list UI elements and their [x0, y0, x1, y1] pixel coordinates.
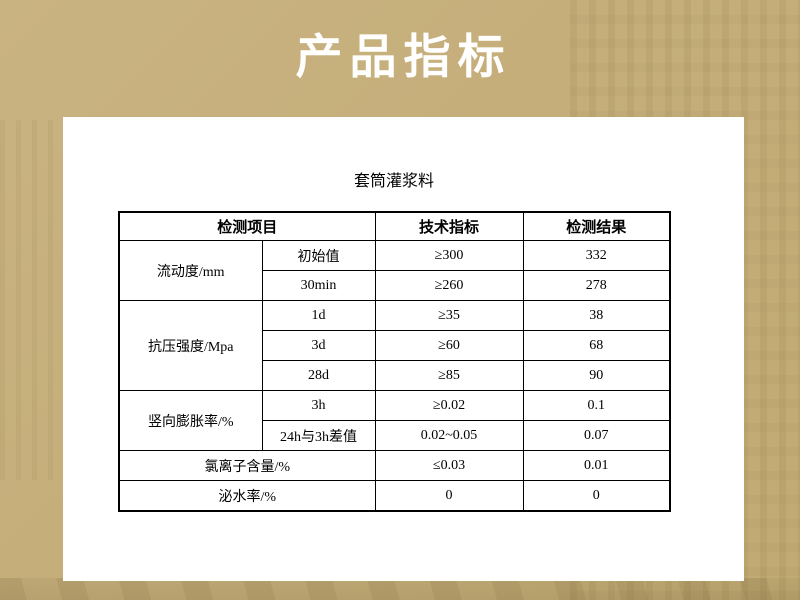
cell-spec: ≥35 — [374, 300, 524, 331]
cell-result: 90 — [522, 360, 671, 391]
table-row: 泌水率/% 0 0 — [118, 480, 671, 512]
cell-spec: ≤0.03 — [374, 450, 524, 481]
header-test-item: 检测项目 — [118, 211, 376, 241]
cell-spec: 0 — [374, 480, 524, 512]
cell-result: 0 — [522, 480, 671, 512]
cell-item: 抗压强度/Mpa — [118, 300, 263, 391]
table-row: 竖向膨胀率/% 3h ≥0.02 0.1 — [118, 390, 671, 451]
cell-sub: 30min — [261, 270, 376, 301]
cell-item: 泌水率/% — [118, 480, 376, 512]
cell-spec: 0.02~0.05 — [374, 420, 524, 451]
cell-result: 0.07 — [522, 420, 671, 451]
cell-spec: ≥260 — [374, 270, 524, 301]
table-title: 套筒灌浆料 — [353, 173, 434, 190]
header-test-result: 检测结果 — [522, 211, 671, 241]
cell-result: 68 — [522, 330, 671, 361]
cell-result: 332 — [522, 240, 671, 271]
table-row: 28d ≥85 90 — [119, 360, 671, 391]
background-cityscape-texture-bottom — [0, 578, 800, 600]
cell-spec: ≥85 — [374, 360, 524, 391]
header-technical-index: 技术指标 — [374, 211, 524, 241]
slide-title: 产品指标 — [295, 30, 512, 83]
table-row: 氯离子含量/% ≤0.03 0.01 — [118, 450, 671, 481]
cell-spec: ≥60 — [374, 330, 524, 361]
table-row: 30min ≥260 278 — [119, 270, 671, 301]
cell-sub: 24h与3h差值 — [261, 420, 376, 451]
cell-item: 竖向膨胀率/% — [118, 390, 263, 451]
product-spec-table: 检测项目 技术指标 检测结果 流动度/mm 初始值 ≥300 332 30min… — [118, 211, 672, 512]
cell-result: 38 — [522, 300, 671, 331]
cell-result: 278 — [522, 270, 671, 301]
cell-spec: ≥300 — [374, 240, 524, 271]
table-row: 抗压强度/Mpa 1d ≥35 38 — [118, 300, 671, 391]
background-cityscape-texture-left — [0, 120, 62, 480]
table-row: 流动度/mm 初始值 ≥300 332 — [118, 240, 671, 301]
table-header-row: 检测项目 技术指标 检测结果 — [118, 211, 671, 241]
cell-sub: 3h — [261, 390, 376, 421]
cell-spec: ≥0.02 — [374, 390, 524, 421]
cell-sub: 3d — [261, 330, 376, 361]
content-card: 套筒灌浆料 检测项目 技术指标 检测结果 流动度/mm 初始值 ≥300 — [63, 117, 744, 581]
cell-sub: 初始值 — [261, 240, 376, 271]
table-row: 3d ≥60 68 — [119, 330, 671, 361]
cell-sub: 28d — [261, 360, 376, 391]
cell-item: 流动度/mm — [118, 240, 263, 301]
table-row: 24h与3h差值 0.02~0.05 0.07 — [119, 420, 671, 451]
cell-item: 氯离子含量/% — [118, 450, 376, 481]
cell-sub: 1d — [261, 300, 376, 331]
cell-result: 0.1 — [522, 390, 671, 421]
cell-result: 0.01 — [522, 450, 671, 481]
